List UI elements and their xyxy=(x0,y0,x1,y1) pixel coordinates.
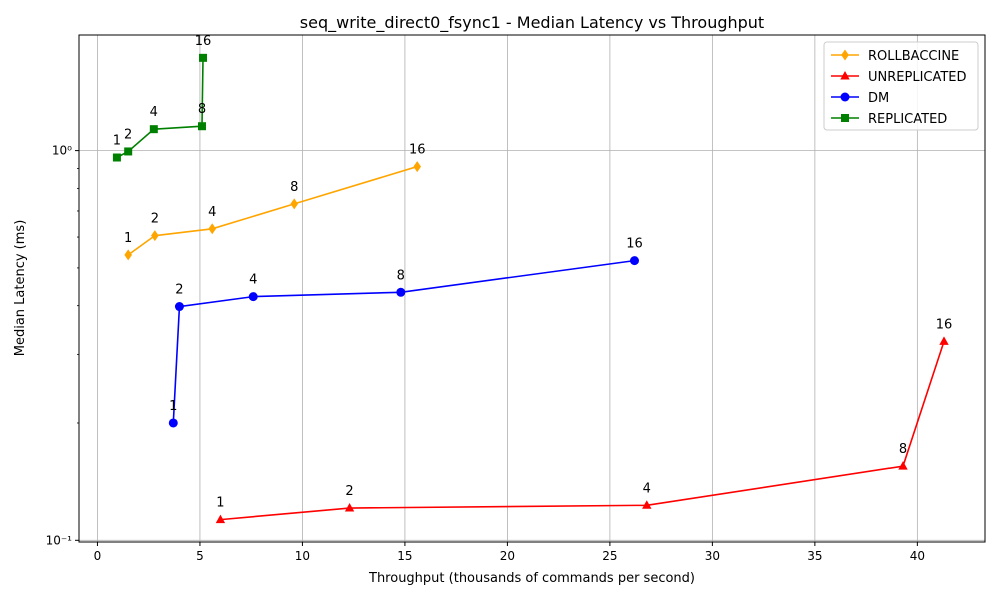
plot-frame xyxy=(78,34,986,543)
data-point xyxy=(290,198,299,210)
series-rollbaccine: 1 2 4 8 16 xyxy=(124,143,425,261)
series-line xyxy=(127,165,418,256)
series-unreplicated: 1 2 4 8 16 xyxy=(215,317,953,524)
data-point xyxy=(215,514,226,524)
legend-marker xyxy=(840,92,850,102)
data-point xyxy=(149,125,158,134)
legend-label: UNREPLICATED xyxy=(868,70,967,85)
data-point xyxy=(208,223,217,235)
data-point xyxy=(197,122,206,131)
data-point xyxy=(199,53,208,62)
point-label: 4 xyxy=(643,481,651,496)
data-point xyxy=(413,161,422,173)
point-label: 2 xyxy=(151,212,159,227)
legend-marker xyxy=(840,71,850,80)
point-label: 4 xyxy=(249,273,257,288)
legend-marker xyxy=(841,114,849,122)
x-axis-label: Throughput (thousands of commands per se… xyxy=(368,571,695,586)
point-label: 1 xyxy=(113,134,121,149)
series-replicated: 1 2 4 8 16 xyxy=(112,34,212,162)
x-tick-label: 20 xyxy=(500,549,515,563)
point-label: 2 xyxy=(345,484,353,499)
data-point xyxy=(939,336,949,345)
data-point xyxy=(168,418,178,428)
data-point xyxy=(396,287,406,297)
point-label: 8 xyxy=(899,442,907,457)
chart-title: seq_write_direct0_fsync1 - Median Latenc… xyxy=(300,13,764,33)
point-label: 8 xyxy=(397,268,405,283)
legend-label: ROLLBACCINE xyxy=(868,49,959,64)
legend-entry: DM xyxy=(831,91,889,106)
legend-marker xyxy=(841,49,849,61)
point-label: 16 xyxy=(936,317,953,332)
x-tick-label: 25 xyxy=(602,549,617,563)
data-point xyxy=(112,153,121,162)
data-point xyxy=(124,147,133,156)
y-tick-label: 10⁻¹ xyxy=(46,533,73,547)
data-point xyxy=(174,302,184,312)
series-line xyxy=(116,57,204,159)
point-label: 16 xyxy=(409,143,426,158)
x-tick-label: 0 xyxy=(94,549,102,563)
point-label: 16 xyxy=(626,237,643,252)
legend-entry: ROLLBACCINE xyxy=(831,49,959,64)
point-label: 1 xyxy=(124,231,132,246)
grid xyxy=(79,35,985,542)
data-point xyxy=(629,256,639,266)
point-label: 4 xyxy=(208,205,216,220)
point-label: 1 xyxy=(169,399,177,414)
x-tick-label: 30 xyxy=(705,549,720,563)
ticks: 0 5 10 15 20 25 30 35 40 10⁻¹ 10⁰ xyxy=(46,144,925,563)
x-tick-label: 40 xyxy=(910,549,925,563)
legend: ROLLBACCINE UNREPLICATED DM REPLICATED xyxy=(823,41,979,131)
x-tick-label: 5 xyxy=(196,549,204,563)
point-label: 16 xyxy=(195,34,212,49)
point-label: 2 xyxy=(175,283,183,298)
legend-label: REPLICATED xyxy=(868,112,947,127)
y-tick-label: 10⁰ xyxy=(52,144,72,158)
data-point xyxy=(642,500,652,509)
legend-entry: REPLICATED xyxy=(831,112,947,127)
point-label: 8 xyxy=(198,102,206,117)
point-label: 4 xyxy=(150,105,158,120)
point-label: 8 xyxy=(290,180,298,195)
legend-entry: UNREPLICATED xyxy=(831,70,967,85)
point-label: 1 xyxy=(216,496,224,511)
series-dm: 1 2 4 8 16 xyxy=(168,237,643,428)
data-point xyxy=(344,503,355,512)
data-point xyxy=(124,249,132,261)
series-line xyxy=(172,259,635,424)
x-tick-label: 10 xyxy=(295,549,310,563)
legend-box xyxy=(823,41,979,131)
data-point xyxy=(898,461,908,470)
y-axis-label: Median Latency (ms) xyxy=(13,220,28,357)
data-point xyxy=(151,230,159,242)
x-tick-label: 15 xyxy=(397,549,412,563)
x-tick-label: 35 xyxy=(807,549,822,563)
legend-label: DM xyxy=(868,91,889,106)
data-point xyxy=(248,292,258,302)
point-label: 2 xyxy=(124,127,132,142)
series-line xyxy=(220,341,945,521)
